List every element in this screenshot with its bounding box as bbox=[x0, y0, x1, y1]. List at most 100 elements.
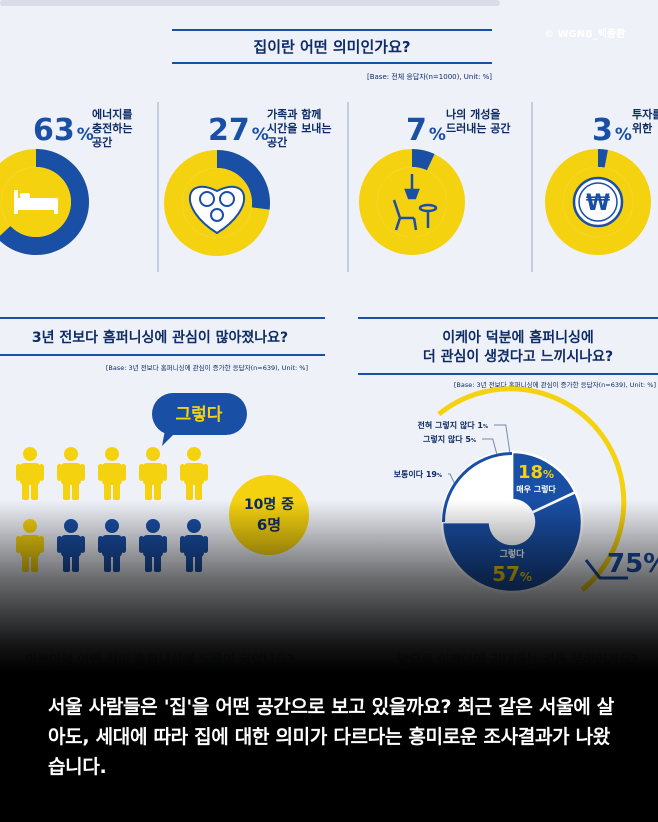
caption-text: 서울 사람들은 '집'을 어떤 공간으로 보고 있을까요? 최근 같은 서울에 … bbox=[48, 696, 614, 778]
ikea-leader-line bbox=[494, 424, 511, 453]
person-body bbox=[61, 535, 81, 557]
meaning-pct-sign: % bbox=[252, 125, 269, 145]
person-leg bbox=[195, 483, 202, 500]
chair bbox=[392, 199, 418, 231]
person-leg bbox=[145, 555, 152, 572]
person-head bbox=[187, 519, 201, 533]
person-leg bbox=[186, 555, 193, 572]
person-arm bbox=[121, 464, 126, 481]
person-arm bbox=[16, 464, 21, 481]
meaning-pct-sign: % bbox=[77, 125, 94, 145]
faded-title-right: 앞으로 이케아에 기대하는 것은 무엇인가요? bbox=[398, 652, 639, 668]
person-head bbox=[187, 447, 201, 461]
person-leg bbox=[154, 555, 161, 572]
family-icon bbox=[188, 185, 246, 235]
ikea-outside-label: 보통이다 19% bbox=[394, 469, 442, 479]
speech-bubble-text: 그렇다 bbox=[176, 405, 223, 425]
meaning-label-line: 시간을 보내는 bbox=[267, 121, 332, 135]
person-leg bbox=[63, 555, 70, 572]
section3-title-line2: 더 관심이 생겼다고 느끼시나요? bbox=[423, 348, 613, 365]
person-arm bbox=[80, 464, 85, 481]
person-leg bbox=[113, 483, 120, 500]
meaning-label-line: 에너지를 bbox=[92, 107, 132, 121]
meaning-donut-slice bbox=[412, 149, 435, 171]
pct-sign: % bbox=[520, 570, 532, 584]
meaning-donut-slice bbox=[0, 149, 89, 255]
person-body bbox=[20, 463, 40, 485]
meaning-label-line: 나의 개성을 bbox=[446, 107, 500, 121]
person-head bbox=[23, 447, 37, 461]
person-leg bbox=[22, 555, 29, 572]
person-body bbox=[184, 535, 204, 557]
ratio-line2: 6명 bbox=[257, 516, 281, 534]
person-leg bbox=[104, 483, 111, 500]
person-body bbox=[61, 463, 81, 485]
person-body bbox=[20, 535, 40, 557]
combined-pct: 75% bbox=[607, 549, 658, 579]
meaning-label-line: 공간 bbox=[267, 135, 287, 149]
meaning-label-line: 투자를 bbox=[632, 107, 658, 121]
person-leg bbox=[195, 555, 202, 572]
ikea-slice-value: 18% bbox=[518, 462, 554, 483]
person-arm bbox=[16, 536, 21, 553]
meaning-donut-hole bbox=[377, 167, 447, 237]
person-leg bbox=[31, 483, 38, 500]
person-arm bbox=[98, 536, 103, 553]
person-arm bbox=[39, 464, 44, 481]
meaning-label-line: 드러내는 공간 bbox=[446, 121, 511, 135]
meaning-pct-sign: % bbox=[429, 125, 446, 145]
person-head bbox=[146, 519, 160, 533]
section2-base: [Base: 3년 전보다 홈퍼니싱에 관심이 증가한 응답자(n=639), … bbox=[106, 363, 308, 372]
caption-panel: 서울 사람들은 '집'을 어떤 공간으로 보고 있을까요? 최근 같은 서울에 … bbox=[0, 672, 658, 822]
meaning-label-line: 충전하는 bbox=[92, 121, 132, 135]
person-head bbox=[64, 519, 78, 533]
person-arm bbox=[162, 464, 167, 481]
person-body bbox=[184, 463, 204, 485]
meaning-donut-slice bbox=[598, 149, 608, 168]
person-leg bbox=[63, 483, 70, 500]
person-arm bbox=[39, 536, 44, 553]
person-icon bbox=[180, 447, 208, 500]
person-icon bbox=[16, 447, 44, 500]
meaning-label-line: 가족과 함께 bbox=[267, 107, 321, 121]
person-arm bbox=[203, 536, 208, 553]
person-body bbox=[102, 463, 122, 485]
bed-head bbox=[14, 190, 18, 214]
person-leg bbox=[154, 483, 161, 500]
pct-sign: % bbox=[483, 424, 488, 430]
bed-foot bbox=[54, 204, 58, 214]
person-head bbox=[105, 447, 119, 461]
ratio-line1: 10명 중 bbox=[244, 496, 294, 513]
section3-title-line1: 이케아 덕분에 홈퍼니싱에 bbox=[442, 329, 593, 346]
person-arm bbox=[162, 536, 167, 553]
pct-sign: % bbox=[471, 438, 476, 444]
person-leg bbox=[31, 555, 38, 572]
person-leg bbox=[186, 483, 193, 500]
person-arm bbox=[180, 536, 185, 553]
pct-sign: % bbox=[543, 468, 554, 481]
person-leg bbox=[145, 483, 152, 500]
person-leg bbox=[22, 483, 29, 500]
credit-text: © WGNB_백종환 bbox=[544, 27, 626, 40]
person-arm bbox=[57, 536, 62, 553]
ratio-circle bbox=[229, 475, 309, 555]
person-arm bbox=[180, 464, 185, 481]
coin-outer bbox=[572, 176, 624, 228]
speech-bubble-tail bbox=[162, 430, 178, 446]
ikea-outside-value: 1 bbox=[477, 421, 483, 430]
section1-title: 집이란 어떤 의미인가요? bbox=[253, 38, 410, 56]
ikea-slice-label: 그렇다 bbox=[500, 548, 526, 560]
faded-title-left: 이케아의 어떤 점이 홈퍼니싱에 도움이 되었나요? bbox=[25, 652, 294, 668]
parent-head bbox=[219, 191, 235, 207]
person-head bbox=[105, 519, 119, 533]
meaning-pct-sign: % bbox=[615, 125, 632, 145]
lamp-shade bbox=[404, 188, 420, 200]
person-arm bbox=[98, 464, 103, 481]
top-edge bbox=[0, 0, 500, 6]
person-icon bbox=[57, 447, 85, 500]
speech-bubble bbox=[152, 393, 247, 435]
child-head bbox=[210, 208, 224, 222]
